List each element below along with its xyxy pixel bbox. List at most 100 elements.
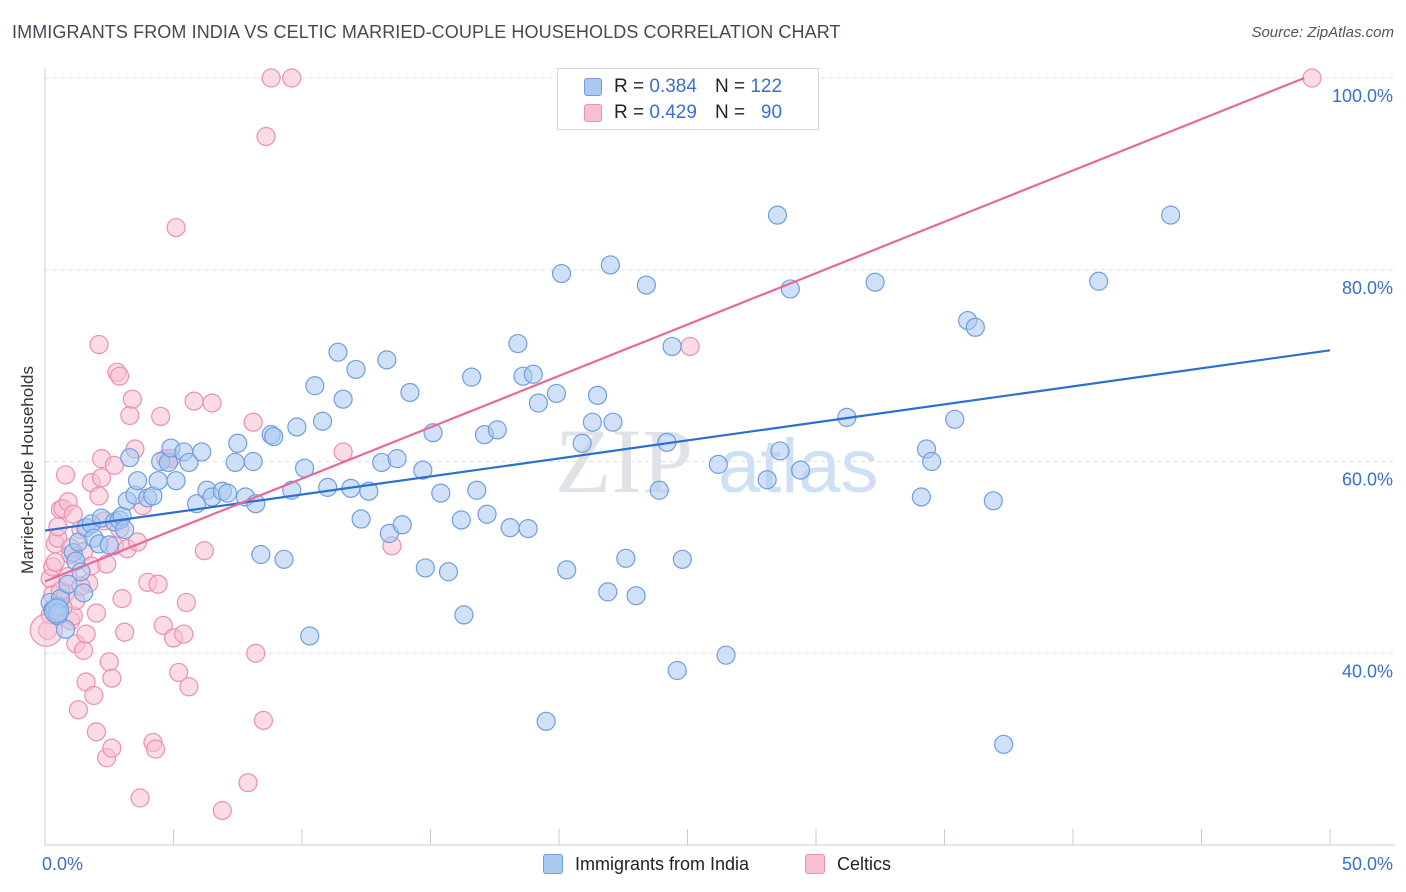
india-point <box>518 519 538 539</box>
celtics-point <box>176 592 196 613</box>
india-point <box>572 433 592 453</box>
celtics-point <box>333 442 353 462</box>
celtics-point <box>246 643 266 663</box>
y-tick-label: 60.0% <box>1342 470 1393 490</box>
celtics-point <box>169 662 189 683</box>
india-point <box>148 471 168 491</box>
x-tick-label: 0.0% <box>42 854 83 874</box>
india-point <box>911 487 931 507</box>
india-point <box>58 574 78 594</box>
celtics-point <box>153 615 173 636</box>
celtics-point <box>102 668 122 688</box>
india-point <box>333 389 353 409</box>
india-point <box>166 471 186 491</box>
india-point <box>636 275 656 295</box>
india-points <box>40 205 1181 754</box>
india-point <box>626 586 646 606</box>
india-point <box>351 509 371 529</box>
legend-r-label: R = <box>614 102 645 123</box>
india-point <box>487 420 507 440</box>
india-point <box>392 515 412 535</box>
india-point <box>217 483 238 503</box>
india-point <box>127 471 148 491</box>
celtics-point <box>115 622 135 642</box>
x-tick-label: 50.0% <box>1342 854 1393 874</box>
bottom-legend-swatch-india <box>543 854 563 874</box>
celtics-point <box>166 217 186 238</box>
india-point <box>251 544 271 565</box>
india-point <box>312 411 333 431</box>
celtics-point <box>89 334 109 355</box>
celtics-point <box>243 412 263 432</box>
india-point <box>467 480 487 500</box>
axes <box>44 68 1395 846</box>
india-point <box>264 426 284 447</box>
india-point <box>243 451 263 472</box>
celtics-point <box>122 389 142 409</box>
watermark: ZIP atlas <box>555 410 879 512</box>
celtics-point <box>89 486 109 506</box>
bottom-legend-india: Immigrants from India <box>543 852 749 876</box>
celtics-point <box>212 800 232 821</box>
india-point <box>120 448 140 468</box>
celtics-point <box>253 710 274 730</box>
india-point <box>454 605 474 625</box>
stats-legend: R = 0.384 N = 122 R = 0.429 N = 90 <box>557 68 819 130</box>
bottom-legend-label-india: Immigrants from India <box>575 853 750 874</box>
india-point <box>328 342 348 362</box>
india-point <box>965 317 985 337</box>
y-tick-label: 40.0% <box>1342 661 1393 681</box>
legend-row-celtics: R = 0.429 N = 90 <box>584 101 782 125</box>
legend-r-value: 0.384 <box>649 76 697 97</box>
india-point <box>179 452 199 473</box>
india-point <box>790 460 811 480</box>
india-point <box>413 460 433 480</box>
trend-lines <box>44 76 1331 583</box>
india-point <box>662 336 682 357</box>
legend-n-value: 90 <box>760 102 783 123</box>
india-point <box>431 483 451 503</box>
india-point <box>318 477 338 497</box>
india-point <box>587 385 608 405</box>
celtics-point <box>112 589 132 609</box>
y-tick-label: 100.0% <box>1332 86 1393 106</box>
watermark-zip: ZIP <box>555 410 693 512</box>
india-point <box>546 383 567 404</box>
india-point <box>557 560 577 580</box>
india-point <box>770 441 790 461</box>
india-point <box>582 412 603 432</box>
india-point <box>438 562 459 582</box>
india-point <box>616 548 636 568</box>
celtics-point <box>145 739 166 759</box>
grid-lines <box>45 77 1395 654</box>
india-point <box>536 711 556 731</box>
india-point <box>508 333 528 354</box>
india-point <box>43 598 70 624</box>
india-point <box>523 364 543 384</box>
legend-r-value: 0.429 <box>649 102 697 123</box>
india-point <box>757 470 777 490</box>
celtics-point <box>86 603 107 623</box>
legend-n-label: N = <box>714 102 746 123</box>
celtics-point <box>256 126 276 147</box>
celtics-point <box>45 552 65 572</box>
legend-n-label: N = <box>714 76 746 97</box>
celtics-point <box>109 366 130 386</box>
celtics-point <box>48 517 68 537</box>
celtics-point <box>63 504 83 524</box>
celtics-point <box>68 700 89 720</box>
india-point <box>945 409 965 429</box>
india-point <box>274 549 294 569</box>
celtics-point <box>680 336 700 357</box>
legend-swatch-india <box>584 78 602 96</box>
india-point <box>346 359 366 380</box>
celtics-point <box>148 574 168 594</box>
celtics-point <box>1302 68 1322 88</box>
india-point <box>477 504 497 524</box>
india-point <box>922 451 942 472</box>
celtics-point <box>179 677 199 697</box>
india-point <box>400 382 420 403</box>
india-point <box>387 449 407 469</box>
india-point <box>192 442 212 462</box>
india-point <box>1161 205 1181 225</box>
